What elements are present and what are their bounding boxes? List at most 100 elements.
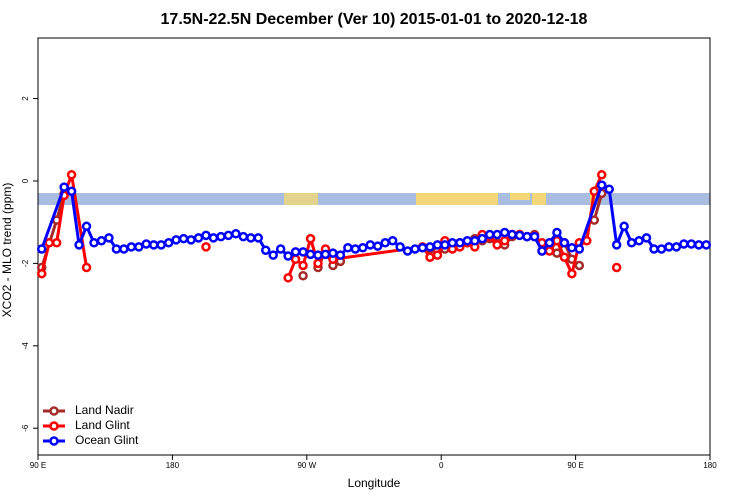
x-tick-label: 0 bbox=[439, 461, 444, 470]
y-axis-label: XCO2 - MLO trend (ppm) bbox=[0, 183, 14, 318]
data-point bbox=[455, 238, 465, 248]
data-point bbox=[701, 240, 712, 250]
data-point bbox=[328, 248, 338, 258]
chart-title: 17.5N-22.5N December (Ver 10) 2015-01-01… bbox=[161, 11, 588, 28]
data-point bbox=[171, 235, 181, 245]
data-point bbox=[402, 246, 413, 256]
data-point bbox=[365, 240, 376, 250]
data-point bbox=[290, 254, 301, 265]
data-point bbox=[671, 242, 682, 252]
data-point bbox=[559, 252, 570, 262]
data-point bbox=[156, 240, 166, 250]
data-point bbox=[238, 231, 249, 242]
data-point bbox=[186, 235, 196, 245]
data-point bbox=[425, 242, 435, 252]
data-point bbox=[134, 242, 144, 252]
y-tick-label: 2 bbox=[21, 96, 30, 101]
data-point bbox=[313, 258, 323, 269]
data-point bbox=[216, 231, 226, 242]
data-point bbox=[641, 233, 652, 243]
x-axis-label: Longitude bbox=[348, 476, 401, 490]
land-strip bbox=[532, 193, 546, 205]
data-point bbox=[313, 250, 323, 260]
data-point bbox=[163, 238, 174, 248]
data-point bbox=[231, 228, 241, 239]
x-tick-label: 90 W bbox=[297, 461, 316, 470]
data-point bbox=[589, 186, 600, 197]
data-point bbox=[440, 240, 450, 250]
data-point bbox=[178, 233, 189, 244]
data-point bbox=[559, 238, 570, 248]
data-point bbox=[604, 184, 614, 194]
data-point bbox=[358, 242, 368, 253]
data-point bbox=[44, 238, 54, 248]
data-point bbox=[66, 170, 77, 180]
data-point bbox=[335, 250, 346, 260]
legend-label: Land Nadir bbox=[75, 403, 134, 417]
data-point bbox=[141, 239, 152, 249]
data-point bbox=[574, 244, 585, 254]
data-point bbox=[432, 240, 443, 250]
data-point bbox=[596, 180, 607, 190]
data-point bbox=[208, 233, 219, 243]
data-point bbox=[552, 248, 562, 258]
data-point bbox=[611, 262, 622, 273]
data-point bbox=[611, 240, 622, 250]
data-point bbox=[492, 240, 502, 250]
legend-marker bbox=[49, 421, 59, 431]
data-point bbox=[260, 245, 271, 255]
data-point bbox=[126, 242, 137, 252]
data-point bbox=[462, 235, 473, 246]
data-point bbox=[544, 238, 555, 248]
land-strip bbox=[510, 193, 530, 200]
x-tick-label: 180 bbox=[166, 461, 180, 470]
data-point bbox=[499, 235, 510, 246]
data-point bbox=[81, 221, 92, 232]
data-point bbox=[305, 233, 316, 244]
y-tick-label: -6 bbox=[21, 424, 30, 432]
data-point bbox=[36, 244, 47, 254]
data-point bbox=[119, 244, 129, 254]
data-point bbox=[343, 242, 353, 253]
data-point bbox=[350, 244, 361, 254]
data-point bbox=[567, 242, 577, 253]
data-point bbox=[477, 233, 488, 244]
data-point bbox=[499, 227, 510, 238]
data-point bbox=[484, 229, 495, 240]
surface-strip bbox=[38, 193, 710, 205]
data-point bbox=[529, 231, 540, 242]
data-point bbox=[81, 262, 92, 273]
data-point bbox=[148, 240, 159, 250]
land-strip bbox=[416, 193, 498, 205]
data-point bbox=[626, 238, 637, 248]
data-point bbox=[619, 221, 629, 232]
x-tick-label: 90 E bbox=[567, 461, 583, 470]
data-point bbox=[537, 246, 547, 256]
land-strip bbox=[284, 193, 318, 205]
data-point bbox=[275, 244, 286, 254]
data-point bbox=[649, 244, 659, 254]
data-point bbox=[201, 230, 211, 241]
x-tick-label: 180 bbox=[703, 461, 717, 470]
legend-label: Ocean Glint bbox=[75, 433, 139, 447]
data-point bbox=[298, 271, 308, 281]
data-point bbox=[634, 235, 644, 246]
data-point bbox=[253, 233, 264, 243]
data-point bbox=[246, 233, 256, 243]
data-point bbox=[387, 235, 398, 246]
data-point bbox=[66, 186, 77, 197]
data-point bbox=[432, 250, 443, 260]
data-point bbox=[395, 242, 405, 252]
data-point bbox=[514, 230, 525, 241]
data-point bbox=[694, 240, 704, 250]
x-tick-label: 90 E bbox=[30, 461, 46, 470]
data-point bbox=[470, 235, 480, 246]
data-point bbox=[410, 244, 420, 254]
data-point bbox=[552, 227, 562, 238]
data-point bbox=[104, 233, 114, 243]
data-point bbox=[96, 235, 107, 246]
data-point bbox=[507, 229, 517, 240]
data-point bbox=[417, 242, 428, 253]
data-point bbox=[380, 238, 390, 248]
y-tick-label: -2 bbox=[21, 259, 30, 267]
